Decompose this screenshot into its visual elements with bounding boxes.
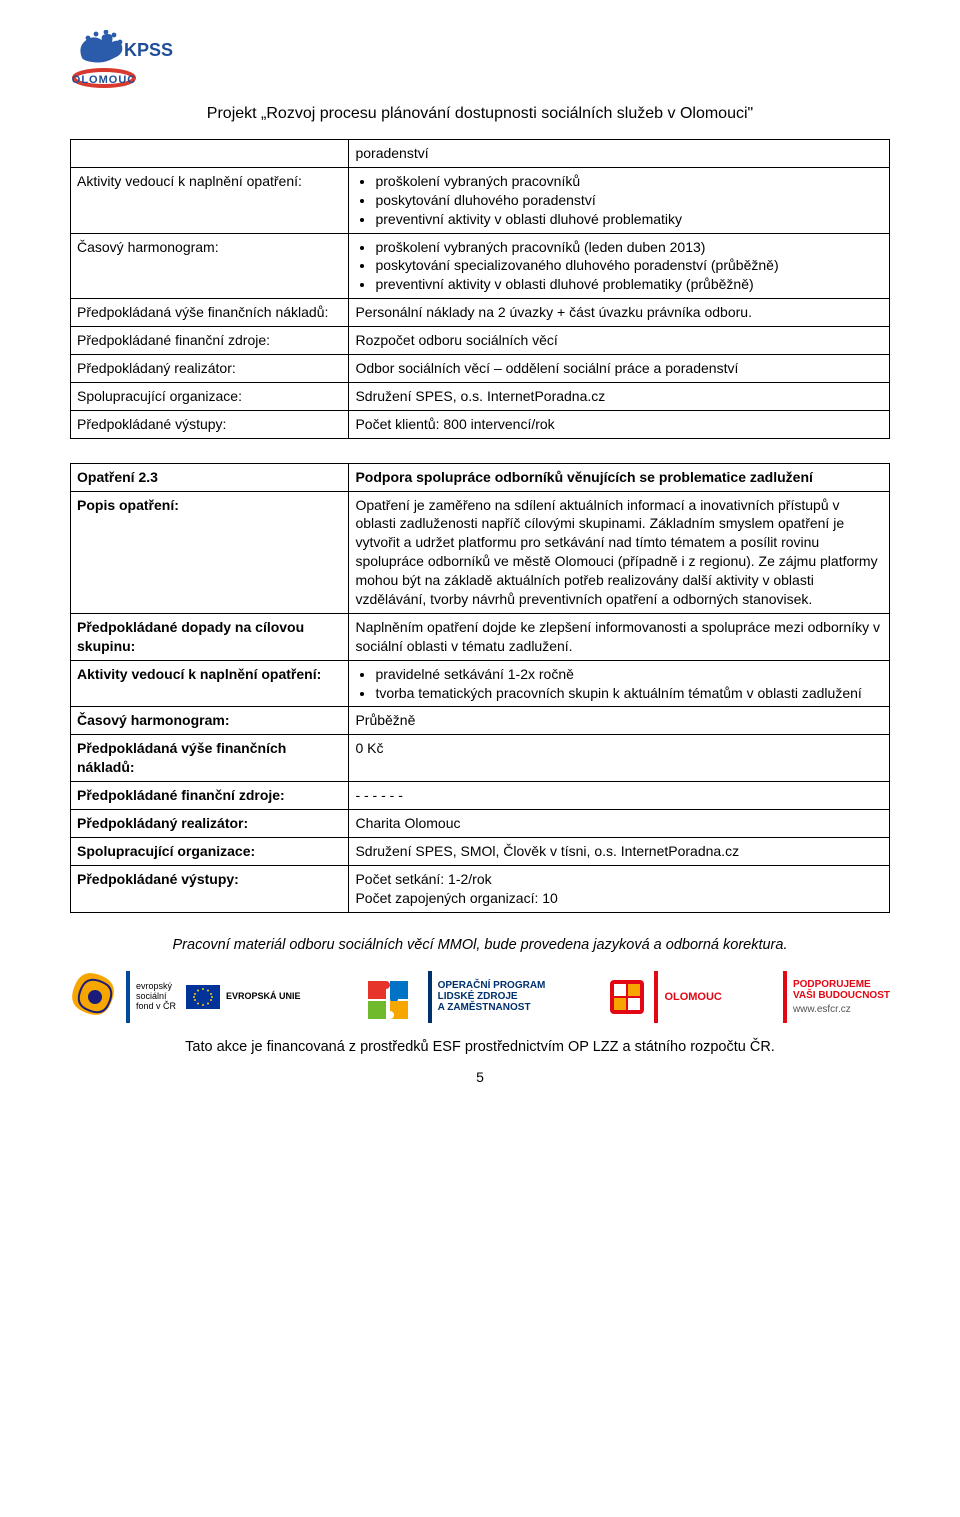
row-value: Průběžně	[349, 707, 890, 735]
row-label: Předpokládaný realizátor:	[71, 810, 349, 838]
logo-text-top: KPSS	[124, 40, 173, 60]
table-row: Opatření 2.3Podpora spolupráce odborníků…	[71, 463, 890, 491]
footer-logo-olomouc: OLOMOUC	[606, 971, 721, 1023]
row-label: Časový harmonogram:	[71, 233, 349, 299]
esf-emblem-icon	[70, 971, 120, 1023]
esfcr-text: PODPORUJEME VAŠI BUDOUCNOST www.esfcr.cz	[793, 979, 890, 1015]
row-value: proškolení vybraných pracovníkůposkytová…	[349, 167, 890, 233]
table-row: Předpokládaná výše finančních nákladů:0 …	[71, 735, 890, 782]
row-label: Časový harmonogram:	[71, 707, 349, 735]
puzzle-icon	[362, 971, 422, 1023]
sep-bar-icon	[654, 971, 658, 1023]
table-row: Časový harmonogram:Průběžně	[71, 707, 890, 735]
table-row: Aktivity vedoucí k naplnění opatření:pra…	[71, 660, 890, 707]
row-value: pravidelné setkávání 1-2x ročnětvorba te…	[349, 660, 890, 707]
table-section-2: Opatření 2.3Podpora spolupráce odborníků…	[70, 463, 890, 913]
row-label: Předpokládané finanční zdroje:	[71, 782, 349, 810]
table-row: Spolupracující organizace:Sdružení SPES,…	[71, 382, 890, 410]
table-row: Předpokládané finanční zdroje:Rozpočet o…	[71, 327, 890, 355]
row-value: Sdružení SPES, o.s. InternetPoradna.cz	[349, 382, 890, 410]
logo-text-bottom: OLOMOUC	[72, 74, 136, 86]
row-value: 0 Kč	[349, 735, 890, 782]
table-row: Popis opatření:Opatření je zaměřeno na s…	[71, 491, 890, 613]
sep-bar-icon	[126, 971, 130, 1023]
list-item: proškolení vybraných pracovníků (leden d…	[375, 238, 883, 257]
row-value: Naplněním opatření dojde ke zlepšení inf…	[349, 613, 890, 660]
list-item: pravidelné setkávání 1-2x ročně	[375, 665, 883, 684]
row-value: - - - - - -	[349, 782, 890, 810]
page-number: 5	[70, 1069, 890, 1085]
list-item: preventivní aktivity v oblasti dluhové p…	[375, 210, 883, 229]
row-label: Předpokládaná výše finančních nákladů:	[71, 299, 349, 327]
row-label: Předpokládané výstupy:	[71, 410, 349, 438]
sep-bar-icon	[428, 971, 432, 1023]
table-row: Časový harmonogram: proškolení vybraných …	[71, 233, 890, 299]
row-value: Opatření je zaměřeno na sdílení aktuální…	[349, 491, 890, 613]
row-value: Počet setkání: 1-2/rokPočet zapojených o…	[349, 865, 890, 912]
row-label: Spolupracující organizace:	[71, 382, 349, 410]
esf-text: evropský sociální fond v ČR	[136, 982, 176, 1012]
row-label: Předpokládaná výše finančních nákladů:	[71, 735, 349, 782]
table-section-1: poradenstvíAktivity vedoucí k naplnění o…	[70, 139, 890, 439]
row-label	[71, 140, 349, 168]
footer-financing-line: Tato akce je financovaná z prostředků ES…	[70, 1039, 890, 1055]
page-title: Projekt „Rozvoj procesu plánování dostup…	[70, 105, 890, 123]
row-label: Aktivity vedoucí k naplnění opatření:	[71, 167, 349, 233]
table-row: Spolupracující organizace:Sdružení SPES,…	[71, 837, 890, 865]
row-value: proškolení vybraných pracovníků (leden d…	[349, 233, 890, 299]
table-row: Aktivity vedoucí k naplnění opatření:pro…	[71, 167, 890, 233]
row-label: Předpokládané výstupy:	[71, 865, 349, 912]
row-label: Spolupracující organizace:	[71, 837, 349, 865]
table-row: Předpokládaný realizátor:Charita Olomouc	[71, 810, 890, 838]
row-value: Odbor sociálních věcí – oddělení sociáln…	[349, 355, 890, 383]
header-logo: KPSS OLOMOUC	[70, 30, 890, 93]
row-label: Aktivity vedoucí k naplnění opatření:	[71, 660, 349, 707]
row-value: Sdružení SPES, SMOl, Člověk v tísni, o.s…	[349, 837, 890, 865]
list-item: tvorba tematických pracovních skupin k a…	[375, 684, 883, 703]
row-value: poradenství	[349, 140, 890, 168]
list-item: proškolení vybraných pracovníků	[375, 172, 883, 191]
eu-flag-icon	[186, 985, 220, 1009]
row-value: Počet klientů: 800 intervencí/rok	[349, 410, 890, 438]
row-label: Předpokládané dopady na cílovou skupinu:	[71, 613, 349, 660]
olomouc-shield-icon	[606, 976, 648, 1018]
list-item: preventivní aktivity v oblasti dluhové p…	[375, 275, 883, 294]
eu-text: EVROPSKÁ UNIE	[226, 992, 301, 1002]
table-row: Předpokládaný realizátor:Odbor sociálníc…	[71, 355, 890, 383]
oplzz-text: OPERAČNÍ PROGRAM LIDSKÉ ZDROJE A ZAMĚSTN…	[438, 980, 546, 1013]
row-label: Popis opatření:	[71, 491, 349, 613]
table-row: poradenství	[71, 140, 890, 168]
row-value: Personální náklady na 2 úvazky + část úv…	[349, 299, 890, 327]
sep-bar-icon	[783, 971, 787, 1023]
row-label: Předpokládané finanční zdroje:	[71, 327, 349, 355]
table-row: Předpokládaná výše finančních nákladů:Pe…	[71, 299, 890, 327]
footer-logo-oplzz: OPERAČNÍ PROGRAM LIDSKÉ ZDROJE A ZAMĚSTN…	[362, 971, 546, 1023]
table-row: Předpokládané výstupy:Počet klientů: 800…	[71, 410, 890, 438]
footer-logo-esf: evropský sociální fond v ČR EVROPSKÁ UNI…	[70, 971, 301, 1023]
row-label: Opatření 2.3	[71, 463, 349, 491]
list-item: poskytování specializovaného dluhového p…	[375, 256, 883, 275]
olomouc-text: OLOMOUC	[664, 991, 721, 1003]
row-value: Podpora spolupráce odborníků věnujících …	[349, 463, 890, 491]
table-row: Předpokládané finanční zdroje:- - - - - …	[71, 782, 890, 810]
kpss-logo-icon: KPSS OLOMOUC	[70, 30, 190, 90]
table-row: Předpokládané výstupy:Počet setkání: 1-2…	[71, 865, 890, 912]
footer-logo-esfcr: PODPORUJEME VAŠI BUDOUCNOST www.esfcr.cz	[783, 971, 890, 1023]
footer-logos: evropský sociální fond v ČR EVROPSKÁ UNI…	[70, 971, 890, 1023]
footer-note: Pracovní materiál odboru sociálních věcí…	[70, 937, 890, 953]
row-value: Rozpočet odboru sociálních věcí	[349, 327, 890, 355]
table-row: Předpokládané dopady na cílovou skupinu:…	[71, 613, 890, 660]
row-label: Předpokládaný realizátor:	[71, 355, 349, 383]
row-value: Charita Olomouc	[349, 810, 890, 838]
list-item: poskytování dluhového poradenství	[375, 191, 883, 210]
